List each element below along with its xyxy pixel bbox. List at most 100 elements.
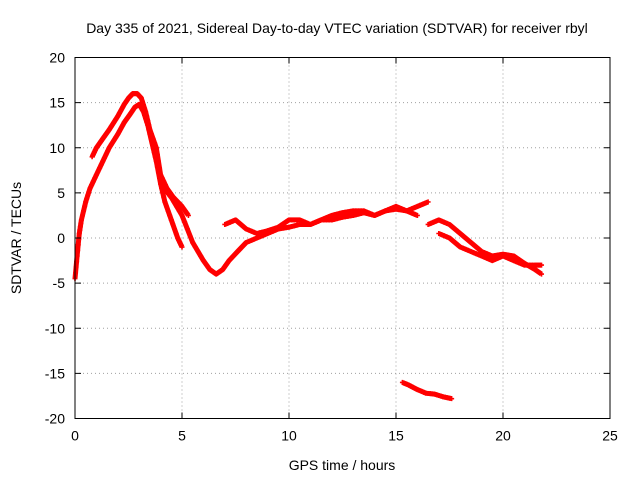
data-point bbox=[481, 254, 487, 260]
data-point bbox=[436, 230, 442, 236]
data-point bbox=[412, 211, 418, 217]
data-point bbox=[412, 205, 418, 211]
data-point bbox=[85, 192, 91, 198]
series-arc-7 bbox=[399, 379, 455, 402]
data-point bbox=[146, 122, 152, 128]
data-point bbox=[161, 194, 167, 200]
data-point bbox=[168, 194, 174, 200]
y-tick-label: -20 bbox=[45, 411, 65, 427]
data-point bbox=[393, 203, 399, 209]
data-point bbox=[388, 206, 394, 212]
data-point bbox=[455, 228, 461, 234]
x-tick-label: 0 bbox=[71, 428, 79, 444]
data-point bbox=[468, 249, 474, 255]
y-tick-label: 10 bbox=[49, 140, 65, 156]
data-point bbox=[90, 179, 96, 185]
data-point bbox=[265, 228, 271, 234]
data-point bbox=[227, 219, 233, 225]
data-point bbox=[497, 254, 503, 260]
data-point bbox=[428, 220, 434, 226]
data-point bbox=[115, 131, 121, 137]
data-point bbox=[281, 221, 287, 227]
data-point bbox=[406, 207, 412, 213]
data-point bbox=[508, 256, 514, 262]
data-point bbox=[190, 240, 196, 246]
data-point bbox=[108, 123, 114, 129]
data-point bbox=[79, 212, 85, 218]
data-point bbox=[98, 162, 104, 168]
data-point bbox=[463, 235, 469, 241]
data-point bbox=[120, 122, 126, 128]
data-point bbox=[93, 172, 99, 178]
data-point bbox=[163, 203, 169, 209]
data-point bbox=[143, 109, 149, 115]
data-point bbox=[176, 208, 182, 214]
data-point bbox=[404, 208, 410, 214]
data-point bbox=[73, 270, 79, 276]
data-point bbox=[307, 221, 313, 227]
data-point bbox=[449, 224, 455, 230]
data-point bbox=[425, 221, 431, 227]
data-point bbox=[401, 207, 407, 213]
data-point bbox=[297, 217, 303, 223]
y-tick-label: -15 bbox=[45, 365, 65, 381]
data-point bbox=[495, 255, 501, 261]
y-tick-label: -5 bbox=[53, 275, 66, 291]
data-point bbox=[323, 215, 329, 221]
data-point bbox=[273, 225, 279, 231]
data-point bbox=[361, 208, 367, 214]
data-point bbox=[460, 245, 466, 251]
data-point bbox=[267, 227, 273, 233]
data-point bbox=[374, 211, 380, 217]
data-point bbox=[481, 250, 487, 256]
data-point bbox=[163, 188, 169, 194]
data-point bbox=[302, 219, 308, 225]
y-tick-label: -10 bbox=[45, 320, 65, 336]
data-point bbox=[89, 182, 95, 188]
data-point bbox=[150, 136, 156, 142]
data-point bbox=[487, 256, 493, 262]
data-point bbox=[436, 217, 442, 223]
data-point bbox=[118, 107, 124, 113]
data-point bbox=[168, 217, 174, 223]
data-point bbox=[101, 155, 107, 161]
data-point bbox=[396, 205, 402, 211]
data-point bbox=[87, 185, 93, 191]
data-point bbox=[385, 207, 391, 213]
data-point bbox=[249, 237, 255, 243]
data-point bbox=[75, 242, 81, 248]
data-point bbox=[222, 221, 228, 227]
data-point bbox=[390, 205, 396, 211]
data-point bbox=[447, 221, 452, 227]
data-point bbox=[513, 259, 519, 265]
data-point bbox=[254, 235, 260, 241]
data-point bbox=[409, 206, 415, 212]
data-point bbox=[438, 232, 444, 238]
data-point bbox=[78, 217, 84, 223]
data-point bbox=[425, 199, 431, 205]
data-point bbox=[152, 140, 158, 146]
data-point bbox=[100, 158, 106, 164]
data-point bbox=[238, 221, 244, 227]
data-point bbox=[511, 258, 517, 264]
data-point bbox=[108, 141, 114, 147]
data-point bbox=[463, 246, 469, 252]
data-point bbox=[457, 244, 463, 250]
chart-title: Day 335 of 2021, Sidereal Day-to-day VTE… bbox=[86, 20, 588, 36]
data-point bbox=[224, 220, 230, 226]
data-point bbox=[198, 253, 204, 259]
data-point bbox=[460, 233, 466, 239]
data-point bbox=[161, 179, 167, 185]
data-point bbox=[409, 210, 415, 216]
data-point bbox=[492, 256, 498, 262]
data-point bbox=[144, 113, 150, 119]
data-point bbox=[162, 199, 168, 205]
data-point bbox=[158, 172, 164, 178]
data-point bbox=[465, 247, 471, 253]
data-point bbox=[326, 214, 332, 220]
data-point bbox=[318, 217, 324, 223]
data-point bbox=[473, 244, 479, 250]
y-axis-ticks: -20 -15 -10 -5 0 5 10 15 20 bbox=[45, 50, 610, 427]
data-point bbox=[468, 240, 474, 246]
data-point bbox=[420, 201, 426, 207]
